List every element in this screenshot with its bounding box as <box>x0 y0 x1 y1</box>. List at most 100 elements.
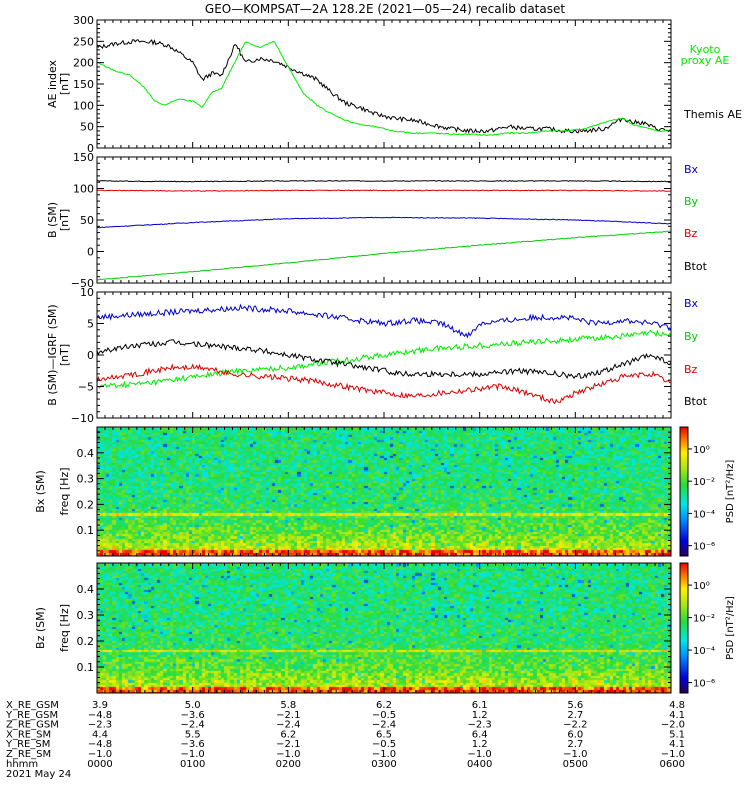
ephemeris-value: −1.0 <box>563 749 587 760</box>
colorbar-tick-label: 10⁻⁶ <box>693 542 715 553</box>
y-axis-unit: [nT] <box>58 209 71 231</box>
y-tick-label: 0.1 <box>77 661 95 674</box>
ephemeris-value: −1.0 <box>372 749 396 760</box>
ephemeris-row-label: hhmm <box>6 759 38 770</box>
ephemeris-value: 6.1 <box>472 700 488 711</box>
ephemeris-value: 5.6 <box>567 700 583 711</box>
y-axis-label: AE index <box>46 59 59 108</box>
legend-by: By <box>684 330 699 343</box>
ephemeris-value: 6.4 <box>472 729 488 740</box>
ephemeris-value: −0.5 <box>372 739 396 750</box>
series-line-btot <box>96 180 672 183</box>
y-axis-label: B (SM)—IGRF (SM) <box>46 304 59 405</box>
ephemeris-row-label: Y_RE_SM <box>5 739 50 750</box>
ephemeris-row: X_RE_GSM 3.9 5.0 5.8 6.2 6.1 5.6 4.8 <box>6 700 685 711</box>
y-tick-label: 200 <box>73 57 94 70</box>
ephemeris-value: 3.9 <box>92 700 108 711</box>
legend-bx: Bx <box>684 163 699 176</box>
ephemeris-value: 1.2 <box>472 710 488 721</box>
series-line-themis-ae <box>96 39 672 134</box>
y-tick-label: 10 <box>80 286 94 299</box>
series-line-kyoto-proxy-ae <box>96 40 671 137</box>
ephemeris-value: −2.2 <box>563 720 587 731</box>
ephemeris-value: −4.8 <box>88 739 112 750</box>
colorbar-tick-label: 10⁻⁶ <box>693 679 715 690</box>
y-tick-label: 300 <box>73 14 94 27</box>
y-tick-label: 0.4 <box>77 447 95 460</box>
colorbar <box>679 562 689 694</box>
ephemeris-row-label: Y_RE_GSM <box>5 710 58 721</box>
ephemeris-row: Y_RE_SM −4.8 −3.6 −2.1 −0.5 1.2 2.7 4.1 <box>5 739 685 750</box>
ephemeris-value: −1.0 <box>181 749 205 760</box>
series-line-btot <box>96 339 672 380</box>
ephemeris-row-label: X_RE_GSM <box>6 700 59 711</box>
colorbar-tick-label: 10⁻⁴ <box>693 646 715 657</box>
ephemeris-value: −1.0 <box>88 749 112 760</box>
series-line-bz <box>96 189 672 192</box>
y-tick-label: −5 <box>78 381 94 394</box>
y-tick-label: 0.2 <box>77 635 95 648</box>
ephemeris-value: −2.1 <box>276 710 300 721</box>
legend-btot: Btot <box>684 260 708 273</box>
y-tick-label: 50 <box>80 214 94 227</box>
y-axis-unit: [nT] <box>58 344 71 366</box>
panel-ae: 0 50 100 150 200 250 300 AE index [nT] Kyotoproxy… <box>46 14 742 155</box>
ephemeris-value: 0600 <box>660 759 685 770</box>
ephemeris-value: 5.0 <box>185 700 201 711</box>
y-tick-label: 0.4 <box>77 583 95 596</box>
y-axis-unit: freq [Hz] <box>58 604 71 652</box>
ephemeris-value: 4.1 <box>669 739 685 750</box>
colorbar-tick-label: 10⁻⁴ <box>693 509 715 520</box>
panel-dB: −10 −5 0 5 10 B (SM)—IGRF (SM) [nT] Bx By Bz Btot <box>46 286 708 425</box>
series-line-bx <box>96 303 672 339</box>
ephemeris-value: 5.8 <box>280 700 296 711</box>
y-tick-label: 0.3 <box>77 609 95 622</box>
colorbar <box>679 426 689 557</box>
colorbar-tick-label: 10⁰ <box>693 445 710 456</box>
y-tick-label: 150 <box>73 78 94 91</box>
legend-by: By <box>684 195 699 208</box>
y-tick-label: 150 <box>73 151 94 164</box>
ephemeris-value: −2.4 <box>276 720 300 731</box>
ephemeris-value: 2.7 <box>567 739 583 750</box>
panel-spec_bz: 0.1 0.2 0.3 0.4 Bz (SM) freq [Hz] 10⁰ 10⁻² 10⁻⁴ 1… <box>34 562 736 694</box>
ephemeris-row: Z_RE_SM −1.0 −1.0 −1.0 −1.0 −1.0 −1.0 −1.0 <box>6 749 685 760</box>
y-axis-label: B (SM) <box>46 202 59 238</box>
ephemeris-value: 6.2 <box>376 700 392 711</box>
ephemeris-value: −2.4 <box>372 720 396 731</box>
spectrogram-image <box>97 563 671 693</box>
legend-btot: Btot <box>684 395 708 408</box>
ephemeris-value: 6.5 <box>376 729 392 740</box>
ephemeris-row-label: Z_RE_SM <box>6 749 51 760</box>
ephemeris-value: 0500 <box>563 759 588 770</box>
y-tick-label: −10 <box>71 412 94 425</box>
spectrogram-image <box>97 427 671 556</box>
legend-bx: Bx <box>684 297 699 310</box>
y-tick-label: 100 <box>73 99 94 112</box>
ephemeris-value: 4.8 <box>669 700 685 711</box>
ephemeris-value: −2.3 <box>468 720 492 731</box>
y-tick-label: 250 <box>73 35 94 48</box>
colorbar-tick-label: 10⁻² <box>693 614 715 625</box>
ephemeris-value: 1.2 <box>472 739 488 750</box>
y-tick-label: 0 <box>87 349 94 362</box>
ephemeris-value: −2.1 <box>276 739 300 750</box>
legend-bz: Bz <box>684 363 698 376</box>
colorbar-tick-label: 10⁻² <box>693 477 715 488</box>
colorbar-label: PSD [nT²/Hz] <box>725 596 736 660</box>
series-line-by <box>96 230 671 281</box>
ephemeris-table: X_RE_GSM 3.9 5.0 5.8 6.2 6.1 5.6 4.8 Y_RE_GSM −4.… <box>5 700 685 780</box>
ephemeris-row: X_RE_SM 4.4 5.5 6.2 6.5 6.4 6.0 5.1 <box>6 729 685 740</box>
panel-spec_bx: 0.1 0.2 0.3 0.4 Bx (SM) freq [Hz] 10⁰ 10⁻² 10⁻⁴ 1… <box>34 426 736 557</box>
ephemeris-row: Z_RE_GSM −2.3 −2.4 −2.4 −2.4 −2.3 −2.2 −2.0 <box>6 720 685 731</box>
ephemeris-value: 2.7 <box>567 710 583 721</box>
ephemeris-value: 0400 <box>467 759 492 770</box>
ephemeris-value: 0000 <box>87 759 112 770</box>
ephemeris-value: −1.0 <box>276 749 300 760</box>
legend-bz: Bz <box>684 227 698 240</box>
date-label: 2021 May 24 <box>6 769 71 780</box>
y-tick-label: 0.2 <box>77 498 95 511</box>
